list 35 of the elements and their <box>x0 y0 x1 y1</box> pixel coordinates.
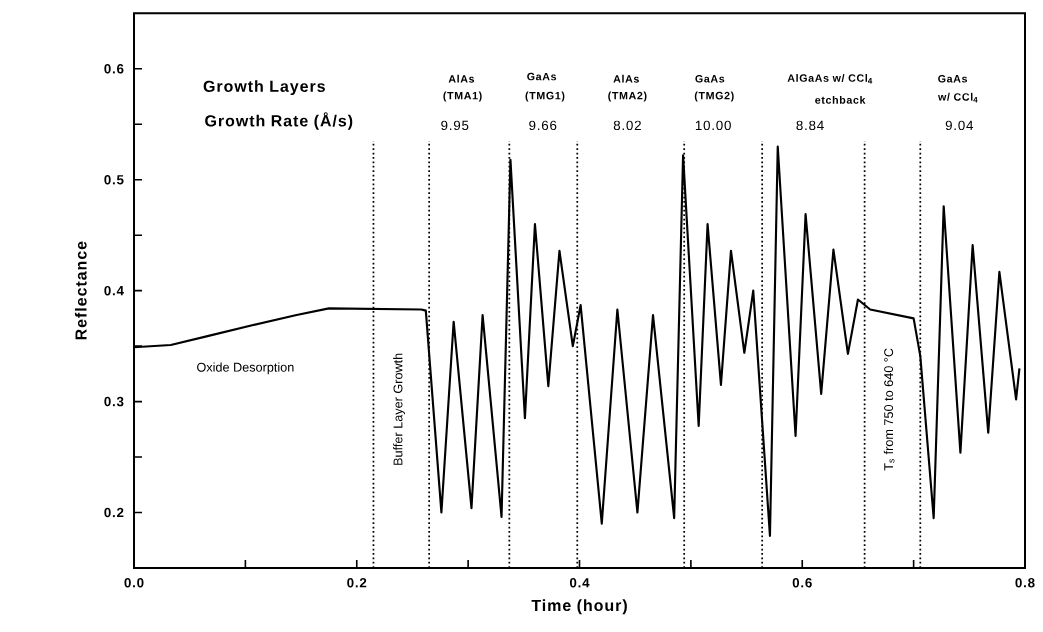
annotation: Growth Rate (Å/s) <box>205 112 353 130</box>
x-tick-label: 0.8 <box>1015 578 1035 588</box>
annotation: AlAs <box>613 74 639 83</box>
annotation: w/ CCl$_{4}$ <box>938 92 978 103</box>
y-axis-title: Reflectance <box>74 241 87 340</box>
x-tick-label: 0.6 <box>792 578 812 588</box>
y-tick-label: 0.3 <box>104 396 124 407</box>
annotation: Growth Layers <box>203 80 325 96</box>
annotation: 8.02 <box>613 120 641 131</box>
y-tick-label: 0.2 <box>104 507 124 518</box>
y-tick-label: 0.5 <box>104 175 124 185</box>
annotation: 8.84 <box>796 120 824 131</box>
annotation: Buffer Layer Growth <box>393 353 405 465</box>
annotation: AlAs <box>448 74 475 83</box>
annotation: GaAs <box>695 75 725 83</box>
annotation: (TMA2) <box>608 91 647 102</box>
annotation: (TMG2) <box>694 91 734 102</box>
annotation: etchback <box>815 95 866 104</box>
x-axis-title: Time (hour) <box>531 599 627 615</box>
x-tick-label: 0.4 <box>569 578 590 588</box>
annotation: GaAs <box>938 75 968 83</box>
x-tick-label: 0.2 <box>347 578 367 588</box>
y-tick-label: 0.6 <box>104 64 124 74</box>
y-tick-label: 0.4 <box>104 285 124 296</box>
annotation: GaAs <box>527 72 557 81</box>
annotation: 9.95 <box>441 120 469 131</box>
annotation: 10.00 <box>695 120 731 131</box>
annotation: (TMA1) <box>443 91 482 102</box>
x-tick-label: 0.0 <box>124 578 144 588</box>
annotation: 9.66 <box>529 120 557 131</box>
annotation: 9.04 <box>945 120 974 131</box>
annotation: T$_{s}$ from 750 to 640 °C <box>883 348 895 471</box>
annotation: (TMG1) <box>525 91 565 102</box>
annotation: AlGaAs w/ CCl$_{4}$ <box>787 74 873 84</box>
annotation: Oxide Desorption <box>197 362 294 375</box>
